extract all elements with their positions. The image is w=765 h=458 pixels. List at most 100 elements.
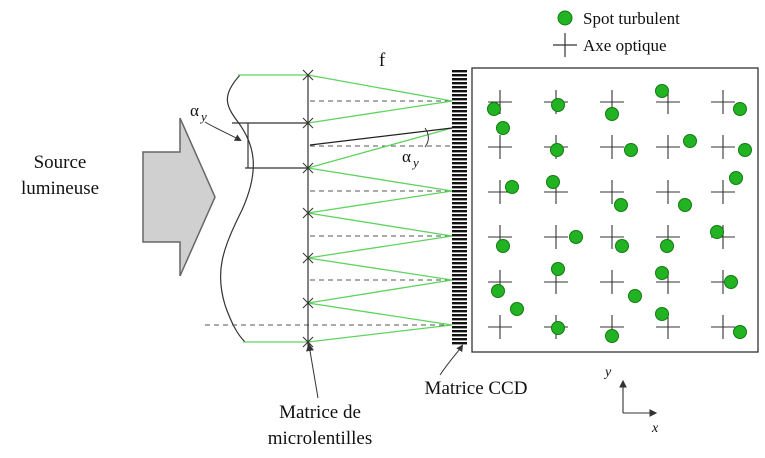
microlens-tick [302,69,314,81]
ccd-pixel-row [452,106,467,109]
ccd-pixel-row [452,306,467,309]
ccd-pixel-row [452,150,467,153]
microlens-tick [302,252,314,264]
ray [307,257,453,281]
ccd-pixel-row [452,214,467,217]
turbulent-spot [733,102,747,116]
ray [307,127,453,169]
ccd-pixel-row [452,314,467,317]
ray [307,235,453,259]
turbulent-spot [733,325,747,339]
alpha-left-pointer [204,121,242,141]
ccd-pixel-row [452,146,467,149]
turbulent-spot [615,239,629,253]
ccd-pixel-row [452,238,467,241]
ccd-pixel-row [452,134,467,137]
ray [307,324,453,343]
ccd-pixel-row [452,90,467,93]
turbulent-spot [487,102,501,116]
xy-axes-indicator [619,379,658,417]
ccd-pixel-row [452,158,467,161]
ccd-pixel-row [452,222,467,225]
turbulent-spot [729,171,743,185]
turbulent-spot [614,198,628,212]
alpha-right-label: α y [402,147,419,170]
turbulent-spot [655,84,669,98]
ccd-pixel-row [452,298,467,301]
ccd-matrix-bar [452,70,467,345]
svg-text:α: α [402,147,411,166]
ccd-pixel-row [452,242,467,245]
turbulent-spot [496,121,510,135]
ccd-pixel-row [452,202,467,205]
ccd-label: Matrice CCD [425,378,528,399]
ccd-pixel-row [452,198,467,201]
turbulent-spot [724,275,738,289]
ccd-pixel-row [452,70,467,73]
turbulent-spot [569,230,583,244]
turbulent-spot [628,289,642,303]
ccd-pixel-row [452,126,467,129]
ccd-pixel-row [452,234,467,237]
dashed-guide-lines [205,100,452,326]
ccd-pixel-row [452,286,467,289]
ccd-pixel-row [452,102,467,105]
turbulent-spot [678,198,692,212]
ccd-pixel-row [452,142,467,145]
ray [307,190,453,214]
ccd-pointer [439,344,464,376]
turbulent-spots [487,84,752,343]
ccd-pixel-row [452,326,467,329]
ccd-pixel-row [452,266,467,269]
turbulent-spot [550,143,564,157]
ray [307,212,453,237]
ccd-pixel-row [452,86,467,89]
turbulent-spot [510,302,524,316]
ccd-pixel-row [452,174,467,177]
axis-y-label: y [603,365,612,380]
ccd-pixel-row [452,154,467,157]
ccd-pixel-row [452,330,467,333]
ccd-pixel-row [452,114,467,117]
microlens-pointer [306,343,319,399]
turbulent-spot [551,321,565,335]
turbulent-spot [551,98,565,112]
ray [307,74,453,102]
turbulent-spot [660,239,674,253]
turbulent-spot [551,262,565,276]
ccd-pixel-row [452,82,467,85]
turbulent-spot [546,175,560,189]
ccd-pixel-row [452,342,467,345]
turbulent-spot [491,284,505,298]
ccd-pixel-row [452,94,467,97]
ccd-pixel-row [452,318,467,321]
ccd-pixel-row [452,74,467,77]
microlens-tick [302,117,314,129]
ccd-pixel-row [452,322,467,325]
ccd-pixel-row [452,282,467,285]
ccd-pixel-row [452,218,467,221]
ccd-pixel-row [452,246,467,249]
ccd-pixel-row [452,230,467,233]
axis-x-label: x [651,421,659,436]
ccd-pixel-row [452,130,467,133]
svg-text:y: y [411,155,419,170]
turbulent-spot [683,134,697,148]
ccd-pixel-row [452,122,467,125]
ray [307,100,453,124]
microlens-tick [302,207,314,219]
ccd-pixel-row [452,226,467,229]
ccd-pixel-row [452,250,467,253]
ccd-pixel-row [452,78,467,81]
ccd-pixel-row [452,334,467,337]
focal-length-label: f [379,50,386,71]
ray [307,302,453,326]
svg-text:α: α [190,101,199,120]
turbulent-spot [710,225,724,239]
alpha-right-arc [424,127,429,148]
ccd-pixel-row [452,206,467,209]
legend: Spot turbulent Axe optique [553,9,680,57]
wavefront-curve [219,74,254,343]
ccd-pixel-row [452,278,467,281]
